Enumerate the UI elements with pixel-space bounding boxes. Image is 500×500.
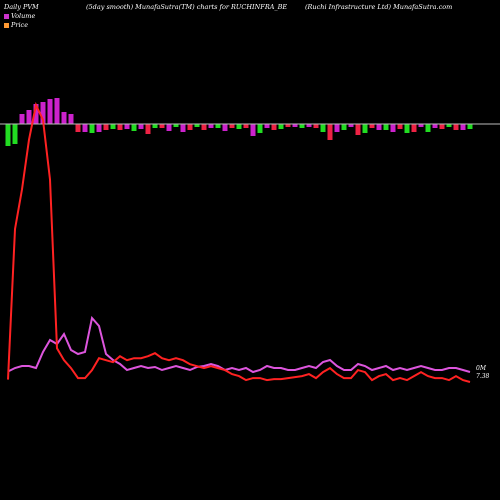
volume-bar bbox=[19, 114, 25, 124]
volume-bar bbox=[453, 124, 459, 130]
volume-bar bbox=[243, 124, 249, 128]
volume-bar bbox=[390, 124, 396, 132]
volume-bar bbox=[68, 114, 74, 124]
volume-bar bbox=[411, 124, 417, 132]
volume-bar bbox=[138, 124, 144, 129]
volume-bar bbox=[103, 124, 109, 130]
volume-bar bbox=[82, 124, 88, 132]
volume-bar bbox=[61, 112, 67, 124]
volume-line bbox=[7, 315, 471, 374]
legend-price: Price bbox=[4, 21, 28, 29]
volume-bar bbox=[425, 124, 431, 132]
volume-bar bbox=[124, 124, 130, 129]
volume-bar bbox=[397, 124, 403, 129]
volume-bar bbox=[264, 124, 270, 128]
legend-volume: Volume bbox=[4, 12, 35, 20]
volume-bar bbox=[439, 124, 445, 129]
volume-bar bbox=[26, 110, 32, 124]
volume-bar bbox=[173, 124, 179, 127]
volume-bar bbox=[355, 124, 361, 135]
volume-bar bbox=[362, 124, 368, 133]
volume-bar bbox=[47, 99, 53, 124]
volume-bar bbox=[117, 124, 123, 130]
volume-bar bbox=[446, 124, 452, 127]
volume-bar bbox=[145, 124, 151, 134]
volume-bar bbox=[467, 124, 473, 129]
volume-bar bbox=[152, 124, 158, 128]
legend-price-swatch bbox=[4, 22, 9, 28]
volume-bar bbox=[460, 124, 466, 130]
volume-bar bbox=[222, 124, 228, 131]
volume-bar bbox=[159, 124, 165, 128]
volume-bar bbox=[110, 124, 116, 129]
volume-bar bbox=[334, 124, 340, 132]
volume-bar bbox=[278, 124, 284, 129]
volume-bar bbox=[376, 124, 382, 130]
volume-bar bbox=[54, 98, 60, 124]
volume-bar bbox=[341, 124, 347, 130]
volume-bar bbox=[418, 124, 424, 127]
volume-bar bbox=[313, 124, 319, 128]
volume-bar bbox=[5, 124, 11, 146]
company-name: (Ruchi Infrastructure Ltd) MunafaSutra.c… bbox=[305, 3, 453, 11]
price-line bbox=[7, 101, 471, 383]
volume-bar bbox=[292, 124, 298, 127]
volume-bars bbox=[5, 98, 473, 146]
volume-bar bbox=[215, 124, 221, 128]
volume-bar bbox=[229, 124, 235, 128]
volume-bar bbox=[208, 124, 214, 128]
volume-bar bbox=[96, 124, 102, 132]
volume-bar bbox=[257, 124, 263, 133]
volume-bar bbox=[187, 124, 193, 130]
volume-bar bbox=[432, 124, 438, 128]
volume-end-label: 0M bbox=[476, 365, 486, 372]
volume-bar bbox=[404, 124, 410, 133]
volume-bar bbox=[306, 124, 312, 127]
volume-bar bbox=[271, 124, 277, 130]
volume-bar bbox=[320, 124, 326, 132]
volume-bar bbox=[89, 124, 95, 133]
volume-bar bbox=[180, 124, 186, 132]
volume-bar bbox=[40, 102, 46, 124]
legend-volume-label: Volume bbox=[11, 12, 36, 20]
volume-bar bbox=[369, 124, 375, 128]
volume-bar bbox=[33, 104, 39, 124]
volume-bar bbox=[166, 124, 172, 131]
volume-bar bbox=[348, 124, 354, 127]
volume-bar bbox=[250, 124, 256, 136]
volume-bar bbox=[383, 124, 389, 130]
chart-type-label: Daily PVM bbox=[4, 3, 39, 11]
legend-price-label: Price bbox=[11, 21, 29, 29]
volume-bar bbox=[299, 124, 305, 128]
volume-bar bbox=[12, 124, 18, 144]
price-end-label: 7.38 bbox=[476, 373, 490, 380]
legend-volume-swatch bbox=[4, 13, 9, 19]
volume-bar bbox=[327, 124, 333, 140]
volume-bar bbox=[194, 124, 200, 127]
volume-bar bbox=[236, 124, 242, 129]
volume-bar bbox=[285, 124, 291, 127]
volume-bar bbox=[131, 124, 137, 131]
chart-title: (5day smooth) MunafaSutra(TM) charts for… bbox=[86, 3, 288, 11]
volume-bar bbox=[201, 124, 207, 130]
volume-bar bbox=[75, 124, 81, 132]
